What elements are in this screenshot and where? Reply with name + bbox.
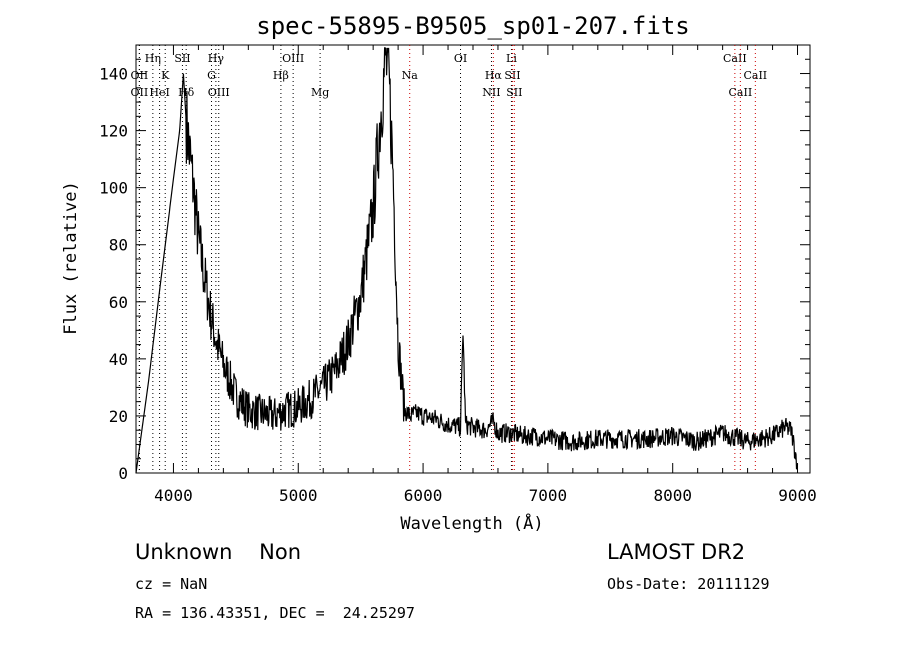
x-axis-label: Wavelength (Å) (400, 512, 543, 534)
line-label: Li (506, 52, 517, 65)
x-tick-label: 5000 (279, 486, 318, 505)
line-label: OIII (208, 86, 230, 99)
line-label: SII (506, 86, 522, 99)
chart-title: spec-55895-B9505_sp01-207.fits (256, 12, 689, 40)
y-tick-label: 20 (109, 407, 128, 426)
y-tick-label: 40 (109, 350, 128, 369)
y-tick-label: 0 (118, 464, 128, 483)
line-label: OIII (282, 52, 304, 65)
x-axis: 4000 5000 6000 7000 8000 9000 (154, 45, 817, 505)
line-markers: OIIOIIHηHeIKSIIHδHγGOIIIHβOIIIMgNaOIHαNI… (131, 45, 767, 473)
y-tick-label: 80 (109, 236, 128, 255)
x-tick-label: 4000 (154, 486, 193, 505)
line-label: CaII (723, 52, 747, 65)
line-label: CaII (729, 86, 753, 99)
line-label: NII (482, 86, 500, 99)
y-tick-label: 60 (109, 293, 128, 312)
line-label: SII (504, 69, 520, 82)
line-label: Hα (485, 69, 503, 82)
line-label: Mg (311, 86, 329, 99)
y-tick-label: 100 (99, 179, 128, 198)
x-tick-label: 9000 (778, 486, 817, 505)
redshift-label: cz = NaN (135, 575, 208, 593)
line-label: OI (454, 52, 467, 65)
line-label: OII (131, 69, 149, 82)
line-label: CaII (743, 69, 767, 82)
y-axis: 0 20 40 60 80 100 120 140 (99, 44, 810, 483)
line-label: Hη (145, 52, 161, 65)
y-tick-label: 140 (99, 65, 128, 84)
x-tick-label: 6000 (404, 486, 443, 505)
obs-date-label: Obs-Date: 20111129 (607, 575, 770, 593)
y-axis-label: Flux (relative) (61, 181, 81, 335)
line-label: Hβ (273, 69, 289, 82)
class-label: Unknown Non (135, 540, 302, 564)
survey-label: LAMOST DR2 (607, 540, 746, 564)
line-label: OII (131, 86, 149, 99)
spectrum-line (135, 47, 799, 474)
x-tick-label: 8000 (653, 486, 692, 505)
line-label: K (161, 69, 170, 82)
x-tick-label: 7000 (529, 486, 568, 505)
line-label: SII (174, 52, 190, 65)
coordinates-label: RA = 136.43351, DEC = 24.25297 (135, 604, 415, 622)
line-label: Na (402, 69, 419, 82)
line-label: HeI (149, 86, 169, 99)
y-tick-label: 120 (99, 122, 128, 141)
line-label: G (207, 69, 216, 82)
line-label: Hγ (208, 52, 225, 65)
